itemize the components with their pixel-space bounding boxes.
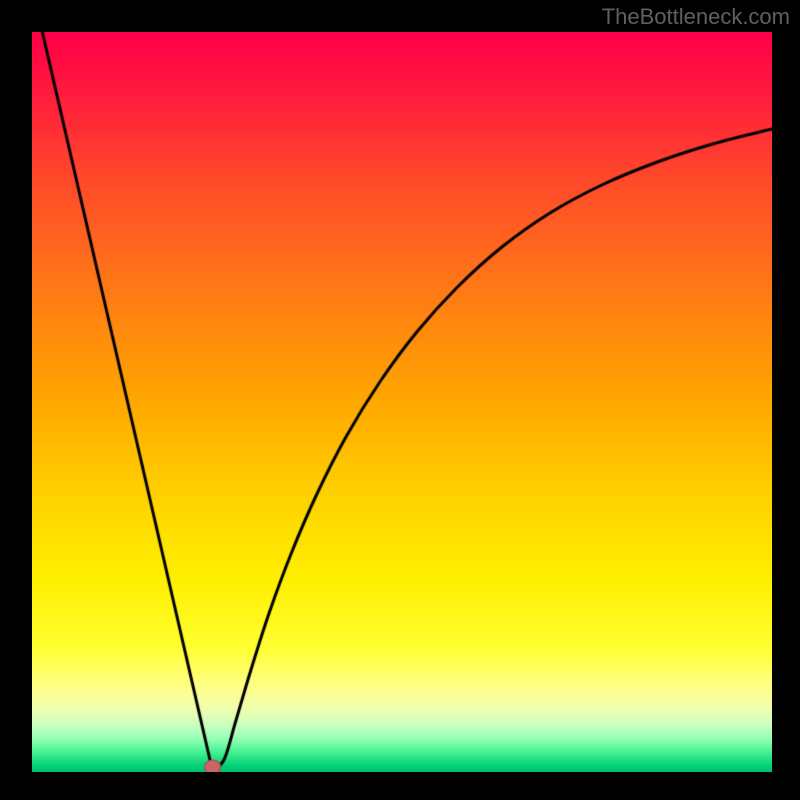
watermark-text: TheBottleneck.com	[602, 4, 790, 30]
plot-area	[32, 32, 772, 772]
chart-container: TheBottleneck.com	[0, 0, 800, 800]
plot-canvas	[32, 32, 772, 772]
